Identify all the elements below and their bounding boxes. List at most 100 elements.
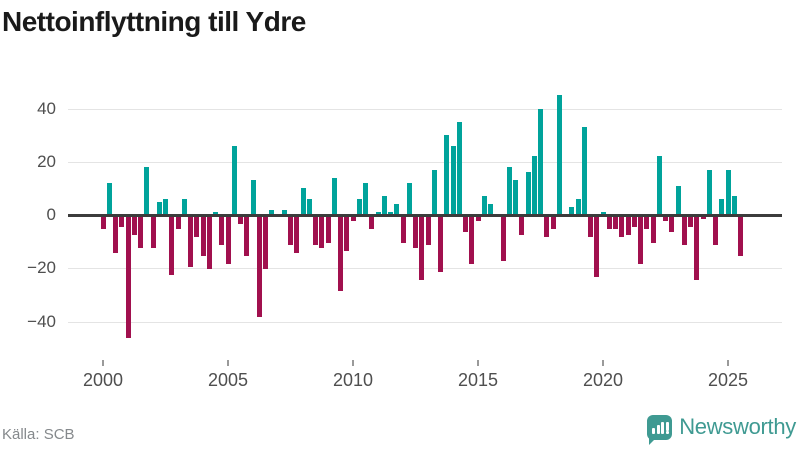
bar-negative bbox=[688, 216, 693, 227]
bar-positive bbox=[431, 169, 437, 215]
x-tick-label: 2000 bbox=[82, 370, 124, 390]
bar-negative bbox=[644, 216, 650, 230]
plot-area bbox=[68, 70, 782, 360]
brand-wordmark: Newsworthy bbox=[679, 414, 796, 439]
bar-positive bbox=[331, 177, 337, 215]
bar-negative bbox=[219, 216, 225, 246]
y-axis-labels: 40 20 0 −20 −40 bbox=[0, 70, 56, 360]
bar-negative bbox=[338, 216, 343, 291]
bar-positive bbox=[156, 201, 162, 215]
bar-positive bbox=[250, 180, 256, 215]
bar-negative bbox=[369, 216, 375, 230]
logo-exclamation-icon bbox=[665, 421, 669, 431]
bar-positive bbox=[394, 204, 400, 215]
bar-negative bbox=[438, 216, 443, 272]
x-axis: 2000 2005 2010 2015 2020 2025 bbox=[68, 360, 782, 400]
bar-negative bbox=[113, 216, 118, 254]
bar-positive bbox=[269, 209, 275, 215]
x-tick-mark bbox=[727, 360, 729, 366]
bar-positive bbox=[163, 199, 168, 215]
bar-positive bbox=[506, 167, 512, 215]
bar-positive bbox=[306, 199, 312, 215]
bar-positive bbox=[656, 156, 662, 215]
bar-negative bbox=[400, 216, 406, 243]
x-tick-label: 2025 bbox=[707, 370, 749, 390]
bar-negative bbox=[100, 216, 106, 230]
bar-negative bbox=[263, 216, 268, 270]
bar-negative bbox=[206, 216, 212, 270]
bar-positive bbox=[300, 188, 306, 215]
bar-negative bbox=[244, 216, 250, 256]
bar-positive bbox=[356, 199, 362, 215]
logo-bar-icon bbox=[661, 421, 665, 434]
x-tick-label: 2015 bbox=[457, 370, 499, 390]
bar-negative bbox=[175, 216, 181, 230]
bar-negative bbox=[238, 216, 243, 224]
bar-positive bbox=[406, 183, 412, 215]
bar-negative bbox=[625, 216, 631, 235]
bar-negative bbox=[663, 216, 668, 222]
y-tick-label: 40 bbox=[37, 98, 56, 118]
bar-negative bbox=[500, 216, 506, 262]
bar-negative bbox=[550, 216, 556, 230]
x-tick-mark bbox=[227, 360, 229, 366]
bar-negative bbox=[288, 216, 293, 246]
bar-negative bbox=[713, 216, 718, 246]
bar-negative bbox=[344, 216, 350, 251]
bar-negative bbox=[544, 216, 550, 238]
bar-positive bbox=[556, 95, 562, 215]
bar-positive bbox=[456, 121, 462, 215]
bar-positive bbox=[706, 169, 712, 215]
bar-negative bbox=[131, 216, 137, 235]
bar-negative bbox=[638, 216, 643, 264]
bar-negative bbox=[419, 216, 425, 280]
bar-negative bbox=[463, 216, 468, 232]
x-tick-label: 2020 bbox=[582, 370, 624, 390]
bar-negative bbox=[519, 216, 525, 235]
bar-negative bbox=[469, 216, 475, 264]
gridline bbox=[68, 268, 782, 270]
logo-exclamation-dot-icon bbox=[665, 431, 669, 434]
y-tick-label: 0 bbox=[46, 205, 56, 224]
bar-negative bbox=[256, 216, 262, 318]
bar-negative bbox=[475, 216, 481, 222]
bar-positive bbox=[675, 185, 681, 215]
bar-positive bbox=[488, 204, 493, 215]
bar-negative bbox=[150, 216, 156, 248]
y-tick-label: 20 bbox=[37, 151, 56, 171]
bar-positive bbox=[381, 196, 387, 215]
bar-negative bbox=[350, 216, 356, 222]
zero-baseline bbox=[68, 213, 782, 217]
bar-negative bbox=[650, 216, 656, 243]
bar-positive bbox=[531, 156, 537, 215]
bar-positive bbox=[363, 183, 368, 215]
bar-negative bbox=[169, 216, 175, 275]
bar-negative bbox=[194, 216, 200, 238]
x-tick-mark bbox=[352, 360, 354, 366]
bar-positive bbox=[575, 199, 581, 215]
bar-negative bbox=[138, 216, 143, 248]
bar-negative bbox=[125, 216, 131, 339]
bar-negative bbox=[694, 216, 700, 280]
bar-negative bbox=[738, 216, 743, 256]
logo-bar-icon bbox=[656, 424, 660, 434]
bar-positive bbox=[581, 127, 587, 215]
bar-positive bbox=[231, 145, 237, 215]
bar-negative bbox=[606, 216, 612, 230]
bar-negative bbox=[413, 216, 418, 248]
bar-negative bbox=[619, 216, 625, 238]
y-tick-label: −40 bbox=[27, 311, 56, 331]
gridline bbox=[68, 321, 782, 323]
bar-negative bbox=[225, 216, 231, 264]
bar-positive bbox=[731, 196, 737, 215]
logo-bar-icon bbox=[652, 427, 656, 434]
bar-positive bbox=[569, 207, 575, 215]
bar-negative bbox=[588, 216, 593, 238]
bar-negative bbox=[669, 216, 675, 232]
bar-negative bbox=[613, 216, 618, 230]
bar-negative bbox=[119, 216, 125, 227]
bar-negative bbox=[294, 216, 300, 254]
bar-positive bbox=[725, 169, 731, 215]
speech-bubble-tail bbox=[649, 435, 659, 445]
bar-positive bbox=[281, 209, 287, 215]
